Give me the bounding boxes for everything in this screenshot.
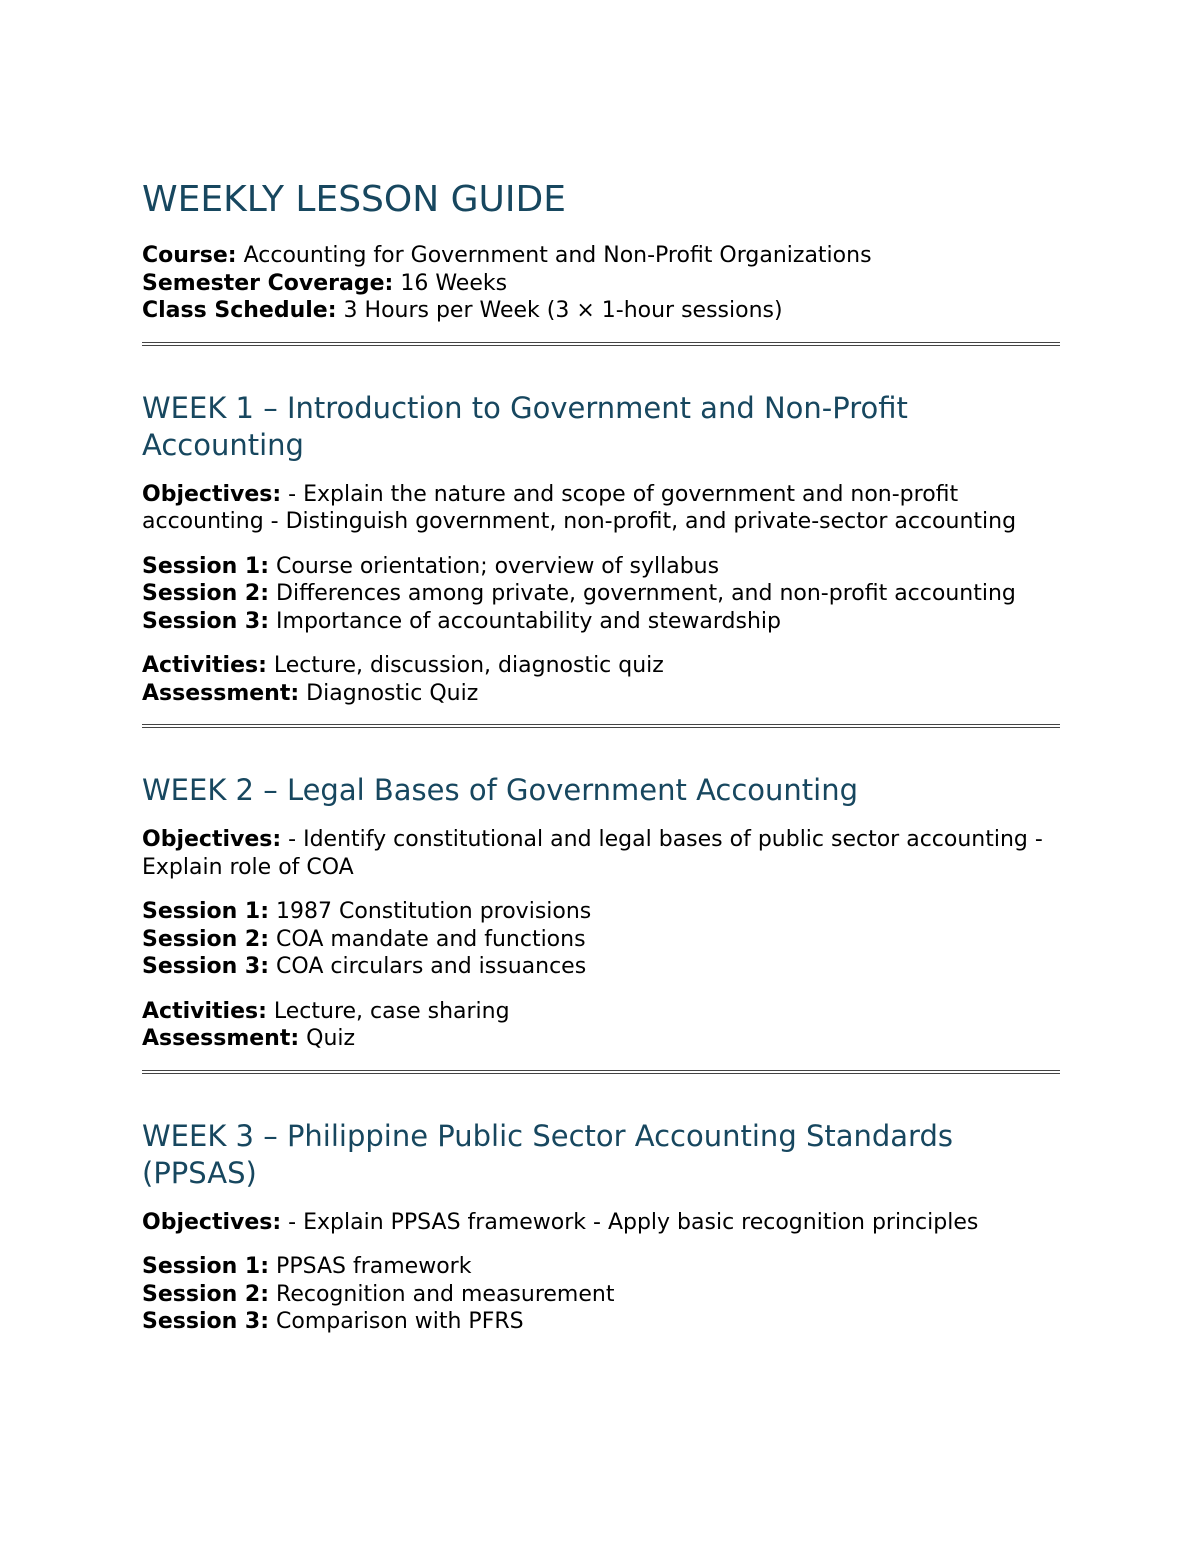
activities-text: Lecture, case sharing bbox=[273, 998, 510, 1024]
session-label: Session 1: bbox=[142, 553, 270, 579]
session-item: Session 2: Recognition and measurement bbox=[142, 1281, 1060, 1309]
week-2-section: WEEK 2 – Legal Bases of Government Accou… bbox=[142, 772, 1060, 1053]
sessions: Session 1: Course orientation; overview … bbox=[142, 553, 1060, 636]
meta-label: Course: bbox=[142, 243, 237, 268]
session-label: Session 2: bbox=[142, 926, 270, 952]
meta-label: Class Schedule: bbox=[142, 298, 337, 323]
activities: Activities: Lecture, discussion, diagnos… bbox=[142, 652, 1060, 680]
session-label: Session 3: bbox=[142, 1309, 270, 1334]
week-heading: WEEK 1 – Introduction to Government and … bbox=[142, 390, 908, 462]
session-label: Session 3: bbox=[142, 954, 270, 979]
meta-value: 16 Weeks bbox=[400, 270, 508, 296]
session-text: Comparison with PFRS bbox=[276, 1309, 524, 1334]
activities-assessment: Activities: Lecture, case sharing Assess… bbox=[142, 998, 1060, 1053]
activities-label: Activities: bbox=[142, 653, 267, 678]
activities-assessment: Activities: Lecture, discussion, diagnos… bbox=[142, 652, 1060, 707]
assessment: Assessment: Diagnostic Quiz bbox=[142, 680, 1060, 708]
assessment-label: Assessment: bbox=[142, 1026, 300, 1051]
course-meta: Course: Accounting for Government and No… bbox=[142, 242, 1060, 325]
session-label: Session 1: bbox=[142, 1254, 270, 1279]
week-heading: WEEK 3 – Philippine Public Sector Accoun… bbox=[142, 1118, 953, 1190]
activities-label: Activities: bbox=[142, 998, 267, 1024]
session-text: Importance of accountability and steward… bbox=[276, 608, 781, 634]
meta-schedule: Class Schedule: 3 Hours per Week (3 × 1-… bbox=[142, 297, 1060, 325]
objectives-label: Objectives: bbox=[142, 827, 282, 852]
assessment-text: Quiz bbox=[306, 1026, 356, 1051]
objectives-text: - Identify constitutional and legal base… bbox=[142, 827, 1043, 880]
assessment-label: Assessment: bbox=[142, 680, 300, 706]
objectives-text: - Explain the nature and scope of govern… bbox=[142, 481, 1017, 535]
objectives: Objectives: - Explain the nature and sco… bbox=[142, 481, 1060, 536]
assessment: Assessment: Quiz bbox=[142, 1025, 1060, 1053]
activities: Activities: Lecture, case sharing bbox=[142, 998, 1060, 1026]
session-item: Session 1: Course orientation; overview … bbox=[142, 553, 1060, 581]
meta-course: Course: Accounting for Government and No… bbox=[142, 242, 1060, 270]
session-label: Session 3: bbox=[142, 608, 270, 634]
divider bbox=[142, 724, 1060, 728]
session-item: Session 1: PPSAS framework bbox=[142, 1253, 1060, 1281]
meta-label: Semester Coverage: bbox=[142, 270, 394, 296]
session-item: Session 2: COA mandate and functions bbox=[142, 926, 1060, 954]
objectives-text: - Explain PPSAS framework - Apply basic … bbox=[288, 1209, 979, 1235]
objectives-label: Objectives: bbox=[142, 1209, 282, 1235]
sessions: Session 1: PPSAS framework Session 2: Re… bbox=[142, 1253, 1060, 1336]
session-text: Differences among private, government, a… bbox=[276, 581, 1016, 606]
objectives-label: Objectives: bbox=[142, 481, 282, 507]
session-text: PPSAS framework bbox=[276, 1254, 472, 1279]
divider bbox=[142, 341, 1060, 346]
objectives: Objectives: - Identify constitutional an… bbox=[142, 826, 1060, 881]
week-heading: WEEK 2 – Legal Bases of Government Accou… bbox=[142, 773, 859, 807]
meta-value: Accounting for Government and Non-Profit… bbox=[243, 243, 872, 268]
week-1-section: WEEK 1 – Introduction to Government and … bbox=[142, 390, 1060, 708]
divider bbox=[142, 1069, 1060, 1074]
session-text: Course orientation; overview of syllabus bbox=[276, 553, 720, 579]
session-item: Session 1: 1987 Constitution provisions bbox=[142, 898, 1060, 926]
document-page: WEEKLY LESSON GUIDE Course: Accounting f… bbox=[142, 178, 1060, 1353]
activities-text: Lecture, discussion, diagnostic quiz bbox=[273, 653, 664, 678]
meta-value: 3 Hours per Week (3 × 1-hour sessions) bbox=[343, 298, 783, 323]
session-item: Session 2: Differences among private, go… bbox=[142, 580, 1060, 608]
week-3-section: WEEK 3 – Philippine Public Sector Accoun… bbox=[142, 1118, 1060, 1336]
session-text: 1987 Constitution provisions bbox=[276, 899, 592, 924]
session-label: Session 2: bbox=[142, 581, 270, 606]
sessions: Session 1: 1987 Constitution provisions … bbox=[142, 898, 1060, 981]
session-label: Session 1: bbox=[142, 899, 270, 924]
session-label: Session 2: bbox=[142, 1281, 270, 1307]
session-item: Session 3: Comparison with PFRS bbox=[142, 1308, 1060, 1336]
assessment-text: Diagnostic Quiz bbox=[306, 680, 479, 706]
session-text: COA mandate and functions bbox=[276, 926, 586, 952]
meta-semester: Semester Coverage: 16 Weeks bbox=[142, 270, 1060, 298]
session-item: Session 3: COA circulars and issuances bbox=[142, 953, 1060, 981]
objectives: Objectives: - Explain PPSAS framework - … bbox=[142, 1209, 1060, 1237]
document-title: WEEKLY LESSON GUIDE bbox=[142, 179, 566, 220]
session-text: COA circulars and issuances bbox=[276, 954, 587, 979]
session-item: Session 3: Importance of accountability … bbox=[142, 608, 1060, 636]
session-text: Recognition and measurement bbox=[276, 1281, 615, 1307]
